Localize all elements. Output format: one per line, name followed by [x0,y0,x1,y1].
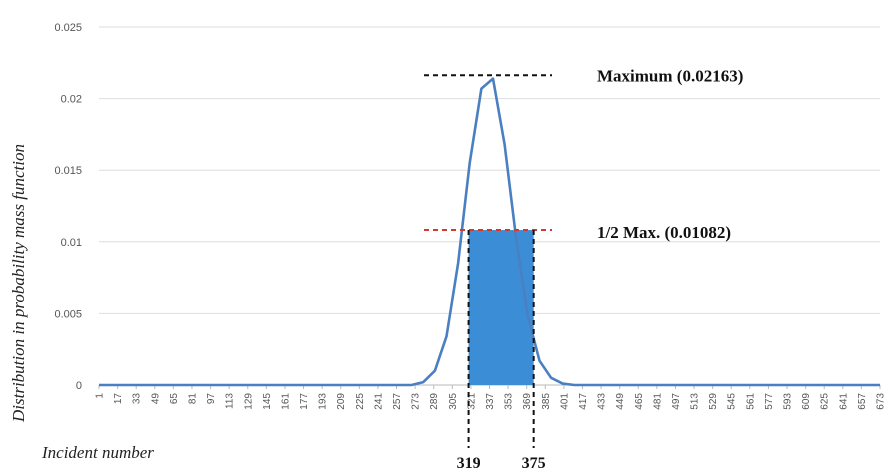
y-tick-labels: 0 0.005 0.01 0.015 0.02 0.025 [54,22,82,392]
x-tick-label: 1 [95,393,106,399]
x-tick-label: 497 [671,393,682,410]
x-tick-label: 161 [280,393,291,410]
x-tick-label: 449 [615,393,626,410]
half-max-interval-area [468,230,534,385]
x-tick-label: 65 [169,393,180,405]
annotations: Maximum (0.02163) 1/2 Max. (0.01082) 319 37… [424,66,743,472]
x-tick-label: 241 [373,393,384,410]
x-tick-label: 129 [243,393,254,410]
half-maximum-label: 1/2 Max. (0.01082) [597,223,731,242]
x-tick-label: 577 [764,393,775,410]
x-tick-label: 353 [504,393,515,410]
x-tick-label: 609 [801,393,812,410]
y-axis-title: Distribution in probability mass functio… [9,144,28,423]
x-tick-label: 369 [522,393,533,410]
y-tick-label: 0 [76,380,82,392]
x-tick-label: 193 [318,393,329,410]
x-tick-label: 385 [541,393,552,410]
x-tick-label: 33 [132,393,143,405]
x-tick-label: 337 [485,393,496,410]
x-tick-label: 225 [355,393,366,410]
x-tick-label: 401 [559,393,570,410]
x-tick-label: 321 [466,393,477,410]
x-tick-label: 561 [745,393,756,410]
x-tick-label: 657 [857,393,868,410]
x-tick-label: 177 [299,393,310,410]
x-tick-label: 145 [262,393,273,410]
x-tick-label: 433 [597,393,608,410]
plot-marks [99,77,880,387]
x-tick-label: 209 [336,393,347,410]
maximum-label: Maximum (0.02163) [597,66,743,85]
x-tick-label: 513 [690,393,701,410]
interval-end-label: 375 [522,455,546,472]
y-tick-label: 0.025 [54,22,82,34]
y-tick-label: 0.01 [61,237,82,249]
x-tick-label: 673 [876,393,887,410]
distribution-curve [99,77,880,387]
x-axis-title: Incident number [41,443,154,462]
x-tick-label: 289 [429,393,440,410]
x-tick-label: 305 [448,393,459,410]
x-tick-label: 113 [225,393,236,409]
x-tick-label: 545 [727,393,738,410]
x-tick-label: 641 [838,393,849,410]
x-tick-label: 97 [206,393,217,405]
x-tick-label: 465 [634,393,645,410]
x-tick-label: 49 [150,393,161,405]
y-tick-label: 0.005 [54,308,82,320]
x-tick-labels: 1 17 33 49 65 81 97 113 129 145 161 177 193 209 225 241… [95,393,887,410]
y-tick-label: 0.015 [54,165,82,177]
x-tick-label: 529 [708,393,719,410]
x-tick-label: 257 [392,393,403,410]
x-tick-label: 625 [820,393,831,410]
x-tick-label: 17 [113,393,124,405]
interval-start-label: 319 [457,455,481,472]
x-tick-label: 593 [783,393,794,410]
x-tick-label: 417 [578,393,589,410]
y-tick-label: 0.02 [61,94,82,106]
x-tick-label: 81 [187,393,198,405]
x-tick-label: 273 [411,393,422,410]
x-tick-label: 481 [652,393,663,410]
